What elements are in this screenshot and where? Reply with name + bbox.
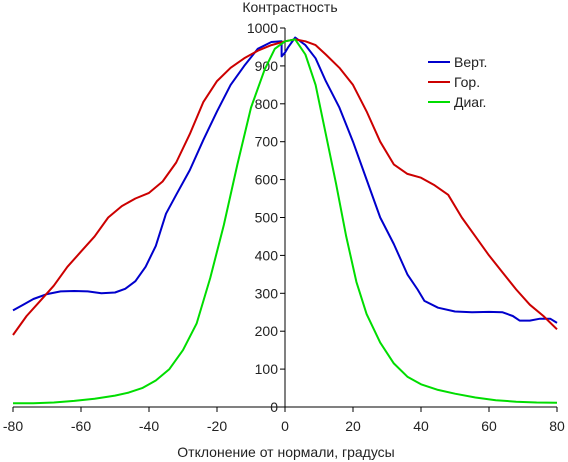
y-tick-label-5: 500	[255, 210, 279, 226]
series-layer	[12, 36, 558, 405]
axes: -80 -60 -40 -20 0 20 40 60 800100200300400500600…	[3, 20, 565, 434]
x-axis-label: Отклонение от нормали, градусы	[177, 444, 394, 460]
legend-label-2: Диаг.	[454, 94, 486, 110]
legend-label-1: Гор.	[454, 74, 480, 90]
y-tick-label-1: 100	[255, 361, 279, 377]
y-tick-label-0: 0	[270, 399, 278, 415]
x-tick-label-6: 40	[413, 418, 429, 434]
y-tick-label-2: 200	[255, 323, 279, 339]
series-line-2	[13, 38, 558, 405]
legend: Верт. Гор. Диаг.	[428, 54, 487, 110]
y-tick-label-7: 700	[255, 134, 279, 150]
legend-label-0: Верт.	[454, 54, 487, 70]
y-tick-label-8: 800	[255, 96, 279, 112]
x-tick-label-2: -40	[139, 418, 159, 434]
y-tick-label-10: 1000	[247, 20, 278, 36]
x-tick-label-4: 0	[281, 418, 289, 434]
x-tick-label-7: 60	[481, 418, 497, 434]
y-tick-label-6: 600	[255, 172, 279, 188]
x-tick-label-8: 80	[549, 418, 565, 434]
x-tick-label-1: -60	[71, 418, 91, 434]
x-tick-label-0: -80	[3, 418, 23, 434]
chart-title: Контрастность	[242, 0, 337, 15]
series-line-0	[12, 36, 558, 324]
y-tick-label-4: 400	[255, 247, 279, 263]
y-tick-label-3: 300	[255, 285, 279, 301]
x-tick-label-3: -20	[207, 418, 227, 434]
x-tick-label-5: 20	[345, 418, 361, 434]
